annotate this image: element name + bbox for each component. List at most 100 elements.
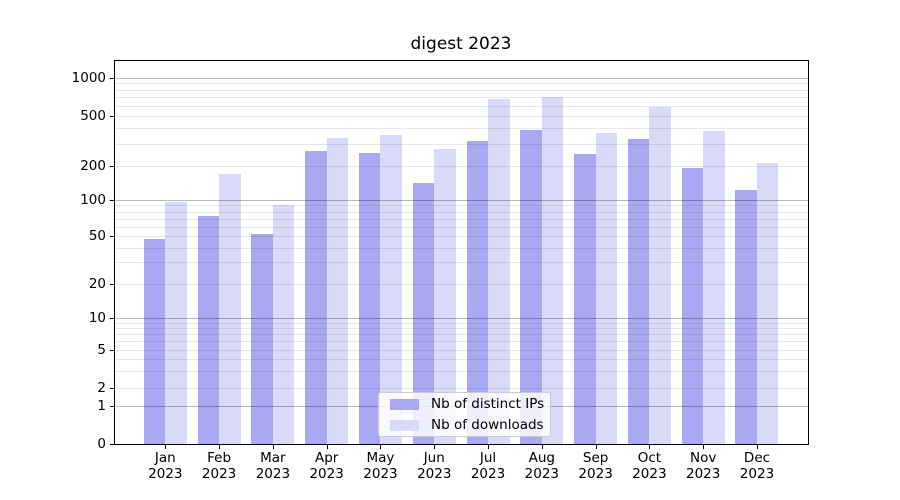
y-tick-label: 50 [88, 228, 106, 244]
bar-distinct-ips-sep [574, 153, 596, 445]
bar-distinct-ips-may [358, 152, 381, 445]
gridline-minor [114, 97, 809, 99]
gridline-minor [114, 116, 809, 117]
bar-downloads-jan [165, 202, 187, 445]
bar-downloads-jun [434, 149, 456, 445]
bar-downloads-sep [595, 133, 618, 445]
y-axis-tick [109, 236, 114, 237]
gridline-major [114, 77, 809, 79]
gridline-minor [114, 105, 809, 107]
y-tick-label: 100 [80, 192, 106, 208]
x-tick-label-year: 2023 [686, 465, 721, 482]
x-axis-tick [272, 444, 274, 449]
x-tick-label-year: 2023 [363, 465, 398, 482]
y-axis-tick [109, 349, 114, 351]
legend-item-downloads: Nb of downloads [385, 416, 544, 434]
x-axis-tick [434, 444, 436, 449]
x-axis-tick [703, 444, 705, 449]
x-tick-label-year: 2023 [524, 465, 559, 482]
gridline-minor [114, 226, 809, 228]
x-tick-label: May 2023 [348, 450, 412, 482]
legend-swatch-downloads [390, 419, 419, 431]
gridline-minor [114, 89, 809, 91]
bar-downloads-jul [488, 98, 510, 445]
gridline-minor [114, 334, 809, 336]
bar-downloads-apr [326, 138, 349, 445]
x-tick-label: Feb 2023 [187, 450, 251, 482]
gridline-minor [114, 143, 809, 145]
y-axis-tick [109, 165, 114, 167]
y-axis-tick [109, 200, 114, 201]
x-axis-tick [488, 444, 490, 449]
x-tick-label-year: 2023 [739, 465, 775, 482]
x-tick-label-year: 2023 [470, 465, 506, 482]
gridline-minor [114, 341, 809, 343]
x-tick-label-year: 2023 [309, 465, 344, 482]
gridline-minor [114, 283, 809, 285]
y-axis-tick [109, 318, 114, 319]
gridline-minor [114, 165, 809, 167]
y-axis-tick [109, 283, 114, 285]
gridline-minor [114, 83, 809, 85]
y-tick-label: 2 [97, 379, 106, 396]
x-tick-label-year: 2023 [417, 465, 452, 482]
y-axis-tick [109, 444, 114, 445]
gridline-minor [114, 370, 809, 372]
bar-distinct-ips-dec [735, 189, 757, 445]
y-tick-label: 200 [80, 157, 106, 174]
x-axis-tick [541, 444, 543, 449]
chart-title: digest 2023 [410, 34, 512, 54]
x-axis-tick [326, 444, 328, 449]
bar-distinct-ips-mar [251, 234, 273, 445]
gridline-minor [114, 322, 809, 324]
x-axis-tick [380, 444, 382, 449]
legend-item-distinct-ips: Nb of distinct IPs [385, 395, 544, 413]
bar-downloads-oct [649, 106, 671, 445]
x-axis-tick [756, 444, 758, 449]
bar-distinct-ips-nov [681, 167, 704, 445]
y-tick-label: 10 [88, 310, 106, 326]
x-axis-tick [219, 444, 221, 449]
gridline-minor [114, 205, 809, 207]
y-axis-tick [109, 387, 114, 389]
gridline-minor [114, 349, 809, 351]
y-axis-tick [109, 77, 114, 79]
bar-downloads-feb [219, 174, 241, 445]
x-tick-label: Aug 2023 [510, 450, 574, 482]
gridline-minor [114, 128, 809, 130]
legend-label-distinct-ips: Nb of distinct IPs [431, 396, 545, 412]
gridline-major [114, 200, 809, 201]
x-tick-label-year: 2023 [632, 465, 667, 482]
x-tick-label: Oct 2023 [617, 450, 681, 482]
gridline-minor [114, 247, 809, 249]
bar-distinct-ips-jul [466, 140, 489, 445]
x-tick-label: Apr 2023 [295, 450, 359, 482]
y-axis-tick [109, 116, 114, 117]
gridline-minor [114, 218, 809, 220]
x-tick-label: Mar 2023 [241, 450, 305, 482]
bar-downloads-aug [541, 97, 564, 445]
legend-label-downloads: Nb of downloads [431, 417, 544, 433]
y-tick-label: 20 [88, 275, 106, 292]
bar-downloads-nov [703, 130, 725, 445]
x-axis-tick [595, 444, 597, 449]
x-tick-label: Sep 2023 [564, 450, 628, 482]
bar-distinct-ips-apr [305, 150, 327, 445]
legend: Nb of distinct IPs Nb of downloads [378, 392, 551, 437]
x-tick-label: Nov 2023 [671, 450, 735, 482]
gridline-minor [114, 211, 809, 213]
gridline-major [114, 318, 809, 319]
x-tick-label: Dec 2023 [725, 450, 789, 482]
bar-distinct-ips-feb [197, 216, 220, 445]
bar-distinct-ips-jan [143, 238, 166, 445]
y-tick-label: 1000 [71, 69, 106, 86]
y-tick-label: 5 [97, 341, 106, 358]
y-axis-tick [109, 406, 114, 407]
bar-downloads-may [380, 134, 402, 445]
x-axis-tick [165, 444, 167, 449]
y-tick-label: 0 [97, 436, 106, 452]
x-tick-label-year: 2023 [201, 465, 237, 482]
gridline-minor [114, 387, 809, 389]
x-tick-label: Jun 2023 [402, 450, 466, 482]
